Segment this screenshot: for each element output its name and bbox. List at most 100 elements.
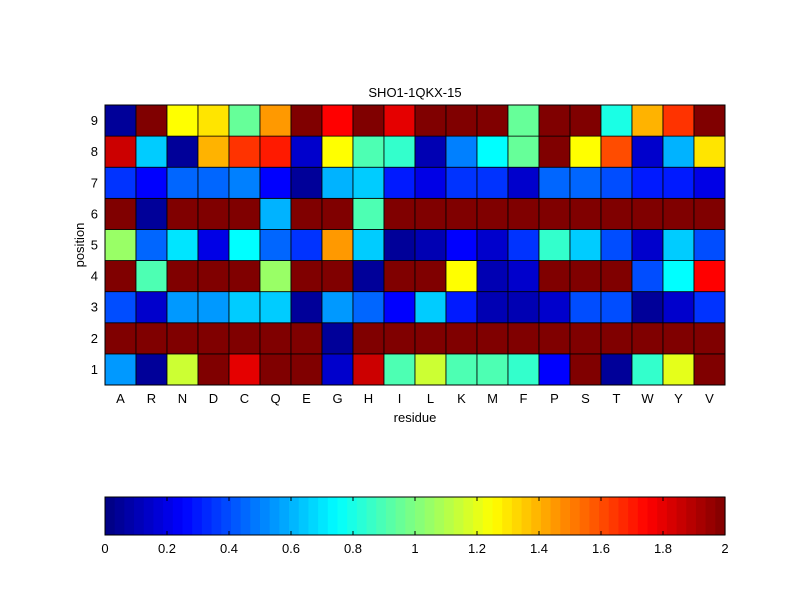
heatmap-cell-N-5 (166, 229, 199, 261)
colorbar-strip (124, 497, 135, 535)
heatmap-cell-K-8 (445, 135, 478, 168)
colorbar-strip (531, 497, 542, 535)
colorbar-strip (172, 497, 184, 535)
heatmap-cell-S-8 (569, 135, 602, 168)
heatmap-cell-A-5 (104, 229, 137, 261)
heatmap-cell-D-9 (197, 104, 230, 137)
colorbar-strip (114, 497, 125, 535)
heatmap-cell-P-6 (538, 197, 571, 230)
colorbar-strip (473, 497, 484, 535)
heatmap-cell-E-3 (290, 291, 323, 324)
heatmap-cell-Q-2 (259, 322, 292, 355)
heatmap-cell-Q-4 (259, 260, 292, 293)
colorbar-strip (308, 497, 319, 535)
heatmap-cell-Q-7 (259, 166, 292, 199)
heatmap-cell-I-8 (383, 135, 416, 168)
heatmap-cell-A-1 (104, 353, 137, 386)
colorbar-strip (589, 497, 600, 535)
heatmap-cell-V-3 (693, 291, 726, 324)
heatmap-cell-H-8 (352, 135, 385, 168)
heatmap-cell-L-8 (414, 135, 447, 168)
heatmap-cell-C-9 (228, 104, 261, 137)
heatmap-cell-Y-6 (662, 197, 695, 230)
heatmap-cell-A-9 (104, 104, 137, 137)
heatmap-cell-F-1 (507, 353, 540, 386)
y-tick-label: 6 (91, 206, 98, 221)
heatmap-cell-R-6 (135, 197, 168, 230)
heatmap-cell-M-3 (476, 291, 509, 324)
colorbar-tick-label: 0.6 (282, 541, 300, 556)
heatmap-cell-E-8 (290, 135, 323, 168)
heatmap-cell-G-6 (321, 197, 354, 230)
heatmap-cell-D-8 (197, 135, 230, 168)
colorbar-strip (347, 497, 358, 535)
colorbar-strip (686, 497, 697, 535)
heatmap-cell-C-7 (228, 166, 261, 199)
heatmap-cell-H-6 (352, 197, 385, 230)
heatmap-cell-A-3 (104, 291, 137, 324)
heatmap-cell-D-6 (197, 197, 230, 230)
heatmap-cell-H-1 (352, 353, 385, 386)
x-tick-label: C (240, 391, 249, 406)
y-tick-label: 8 (91, 144, 98, 159)
x-tick-label: H (364, 391, 373, 406)
colorbar-strip (395, 497, 406, 535)
y-tick-labels: 1 2 3 4 5 6 7 8 9 (91, 113, 98, 377)
heatmap-cell-F-3 (507, 291, 540, 324)
heatmap-cell-N-6 (166, 197, 199, 230)
heatmap-cell-Q-9 (259, 104, 292, 137)
heatmap-cell-K-7 (445, 166, 478, 199)
heatmap-cell-R-9 (135, 104, 168, 137)
heatmap-cell-L-7 (414, 166, 447, 199)
heatmap-cell-V-8 (693, 135, 726, 168)
heatmap-cell-M-8 (476, 135, 509, 168)
colorbar-strip (608, 497, 620, 535)
heatmap-cell-D-3 (197, 291, 230, 324)
heatmap-cell-S-1 (569, 353, 602, 386)
colorbar-strip (424, 497, 435, 535)
x-tick-label: W (641, 391, 654, 406)
colorbar-strip (327, 497, 339, 535)
heatmap-cell-G-9 (321, 104, 354, 137)
colorbar-strip (579, 497, 590, 535)
x-tick-label: E (302, 391, 311, 406)
heatmap-cell-G-7 (321, 166, 354, 199)
heatmap-cell-Q-6 (259, 197, 292, 230)
heatmap-cell-L-5 (414, 229, 447, 261)
heatmap-cell-Q-3 (259, 291, 292, 324)
heatmap-cell-K-3 (445, 291, 478, 324)
heatmap-cell-D-4 (197, 260, 230, 293)
heatmap-cell-E-1 (290, 353, 323, 386)
heatmap-cell-G-3 (321, 291, 354, 324)
heatmap-cell-N-9 (166, 104, 199, 137)
colorbar-strip (230, 497, 242, 535)
colorbar-strip (105, 497, 116, 535)
heatmap-cell-T-9 (600, 104, 633, 137)
colorbar-tick-label: 0 (101, 541, 108, 556)
heatmap-cell-F-6 (507, 197, 540, 230)
heatmap-cell-L-4 (414, 260, 447, 293)
y-tick-label: 1 (91, 362, 98, 377)
heatmap-cell-T-1 (600, 353, 633, 386)
heatmap-cell-I-5 (383, 229, 416, 261)
colorbar-strip (366, 497, 377, 535)
heatmap-cell-I-3 (383, 291, 416, 324)
heatmap-cell-K-4 (445, 260, 478, 293)
heatmap-cell-V-2 (693, 322, 726, 355)
colorbar-strip (269, 497, 280, 535)
heatmap-cell-G-5 (321, 229, 354, 261)
x-tick-label: M (487, 391, 498, 406)
heatmap-cell-C-6 (228, 197, 261, 230)
heatmap-cell-Q-8 (259, 135, 292, 168)
colorbar-strip (337, 497, 348, 535)
colorbar-tick-label: 0.4 (220, 541, 238, 556)
colorbar-strip (143, 497, 155, 535)
heatmap-cell-H-7 (352, 166, 385, 199)
heatmap-cell-Y-1 (662, 353, 695, 386)
heatmap-cell-E-7 (290, 166, 323, 199)
colorbar-strip (279, 497, 290, 535)
colorbar: 0 0.2 0.4 0.6 0.8 1 1.2 1.4 1.6 1.8 2 (101, 496, 729, 556)
y-axis-label: position (72, 223, 87, 268)
heatmap-cell-G-4 (321, 260, 354, 293)
